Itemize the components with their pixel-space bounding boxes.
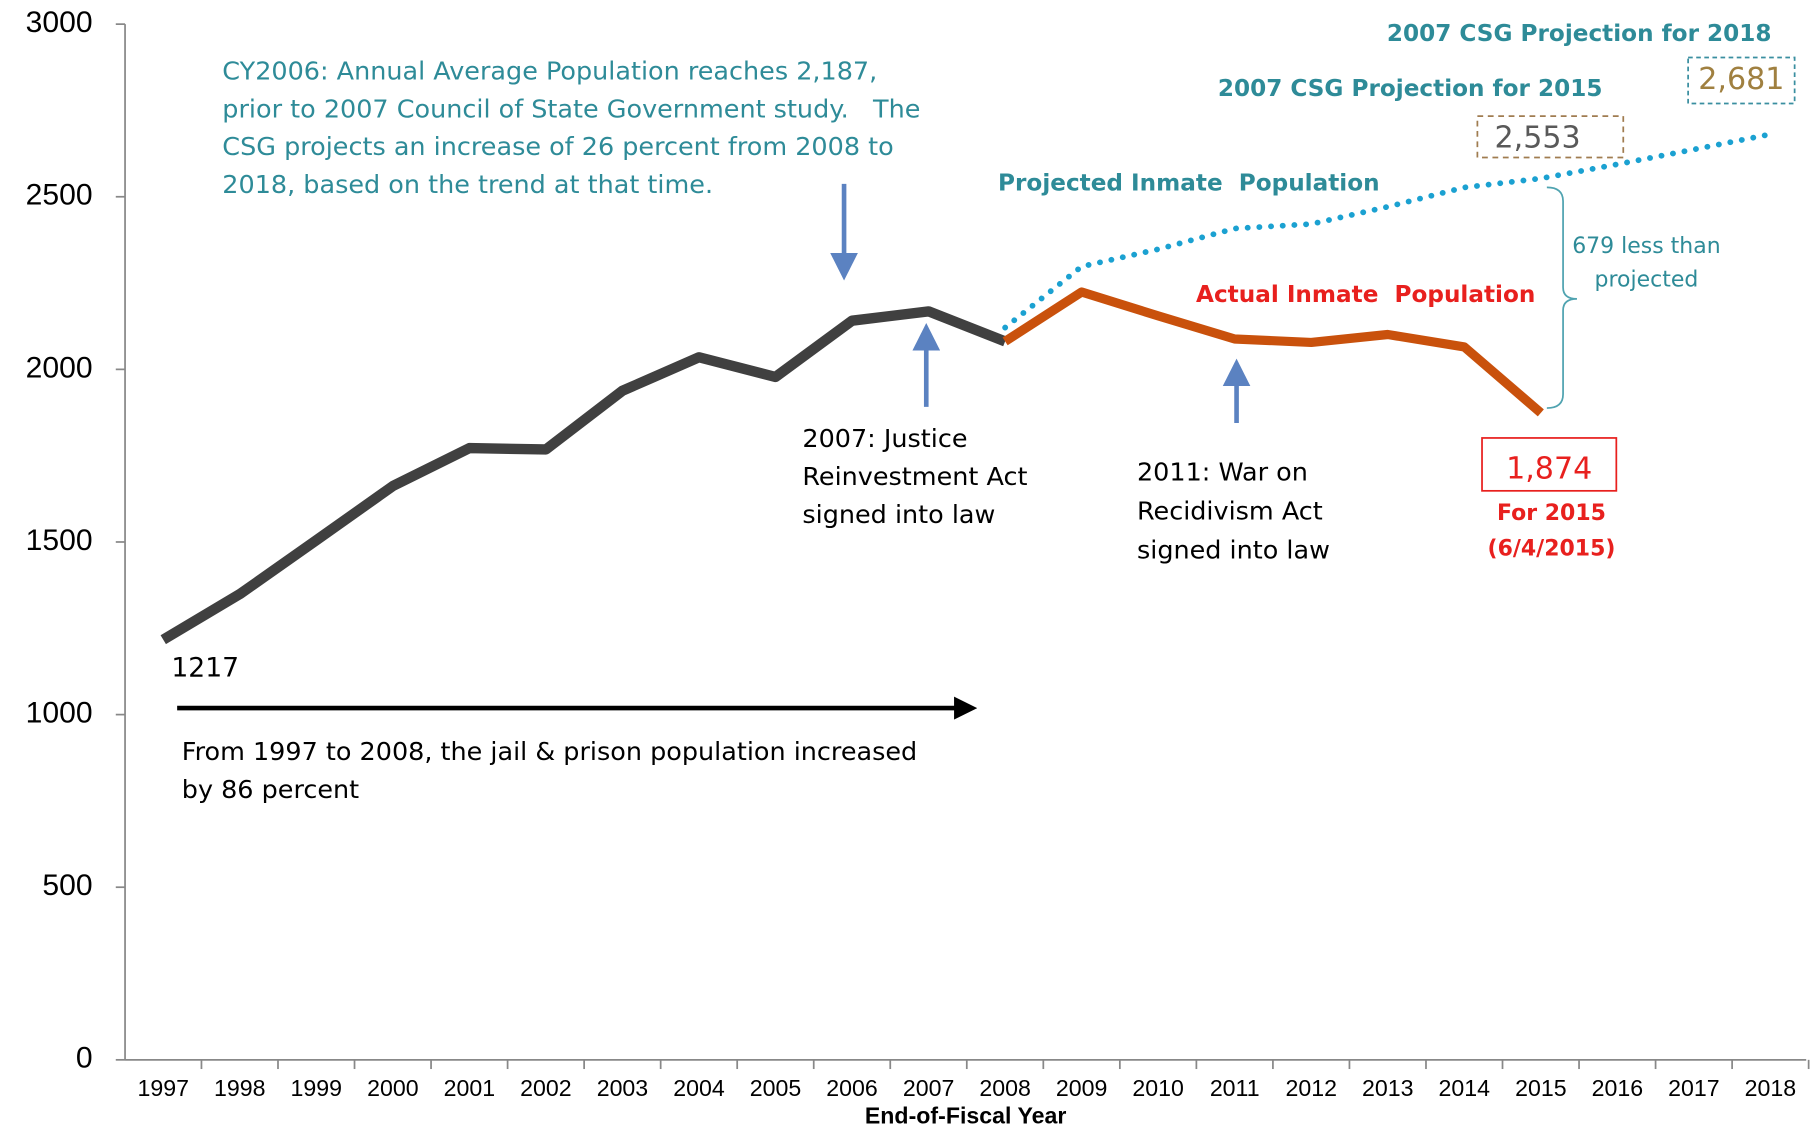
series-label: Projected Inmate Population xyxy=(998,170,1380,196)
x-tick-label: 2014 xyxy=(1439,1075,1491,1101)
x-tick-label: 1999 xyxy=(291,1075,342,1101)
annotation: Recidivism Act xyxy=(1137,496,1323,526)
x-tick-label: 2003 xyxy=(597,1075,648,1101)
annotation: Reinvestment Act xyxy=(802,461,1027,491)
annotation: CSG projects an increase of 26 percent f… xyxy=(222,131,893,161)
annotation: (6/4/2015) xyxy=(1488,537,1616,562)
x-tick-label: 2013 xyxy=(1362,1075,1413,1101)
x-tick-label: 2009 xyxy=(1056,1075,1107,1101)
x-tick-label: 2015 xyxy=(1515,1075,1566,1101)
y-tick-label: 2500 xyxy=(26,179,93,212)
label-box xyxy=(1481,437,1618,492)
y-tick-label: 500 xyxy=(42,869,92,902)
series-line xyxy=(160,306,1008,645)
x-tick-label: 2001 xyxy=(444,1075,495,1101)
annotation: prior to 2007 Council of State Governmen… xyxy=(222,93,920,123)
x-tick-label: 1998 xyxy=(214,1075,265,1101)
x-tick-label: 2018 xyxy=(1745,1075,1796,1101)
y-tick-label: 1500 xyxy=(26,524,93,557)
annotation: projected xyxy=(1595,268,1699,293)
x-tick-label: 2012 xyxy=(1285,1075,1336,1101)
annotation: For 2015 xyxy=(1497,501,1606,526)
annotation: 2018, based on the trend at that time. xyxy=(222,169,713,199)
annotation: 2007 CSG Projection for 2018 xyxy=(1387,21,1772,47)
series-line xyxy=(1002,287,1544,417)
y-tick-label: 2000 xyxy=(26,351,93,384)
brace xyxy=(1546,186,1577,409)
y-tick-label: 0 xyxy=(76,1042,93,1075)
x-tick-label: 2008 xyxy=(979,1075,1030,1101)
x-tick-label: 2000 xyxy=(367,1075,418,1101)
annotation: signed into law xyxy=(802,499,995,529)
annotation: by 86 percent xyxy=(182,774,359,804)
x-tick-label: 2006 xyxy=(826,1075,877,1101)
annotation: From 1997 to 2008, the jail & prison pop… xyxy=(182,736,917,766)
label-box xyxy=(1476,115,1625,159)
annotation: 2011: War on xyxy=(1137,457,1308,487)
x-tick-label: 2007 xyxy=(903,1075,954,1101)
annotation: 2007: Justice xyxy=(802,423,967,453)
x-tick-label: 2010 xyxy=(1132,1075,1183,1101)
series-line xyxy=(1002,131,1774,331)
y-tick-label: 3000 xyxy=(26,6,93,39)
x-tick-label: 2016 xyxy=(1592,1075,1643,1101)
annotation: 679 less than xyxy=(1572,234,1720,259)
annotation: 2007 CSG Projection for 2015 xyxy=(1218,76,1603,102)
x-tick-label: 2017 xyxy=(1668,1075,1719,1101)
x-tick-label: 1997 xyxy=(138,1075,189,1101)
data-label: 2,681 xyxy=(1698,62,1784,97)
data-label: 2,553 xyxy=(1495,121,1581,156)
label-box xyxy=(1687,56,1796,105)
x-tick-label: 2011 xyxy=(1210,1075,1260,1101)
y-tick-label: 1000 xyxy=(26,697,93,730)
data-label: 1,874 xyxy=(1506,452,1592,487)
data-label: 1217 xyxy=(171,653,239,684)
x-tick-label: 2005 xyxy=(750,1075,801,1101)
series-label: Actual Inmate Population xyxy=(1196,282,1535,308)
annotation: signed into law xyxy=(1137,535,1330,565)
x-tick-label: 2004 xyxy=(673,1075,725,1101)
x-axis-title: End-of-Fiscal Year xyxy=(865,1102,1067,1128)
x-tick-label: 2002 xyxy=(520,1075,571,1101)
annotation: CY2006: Annual Average Population reache… xyxy=(222,55,877,85)
